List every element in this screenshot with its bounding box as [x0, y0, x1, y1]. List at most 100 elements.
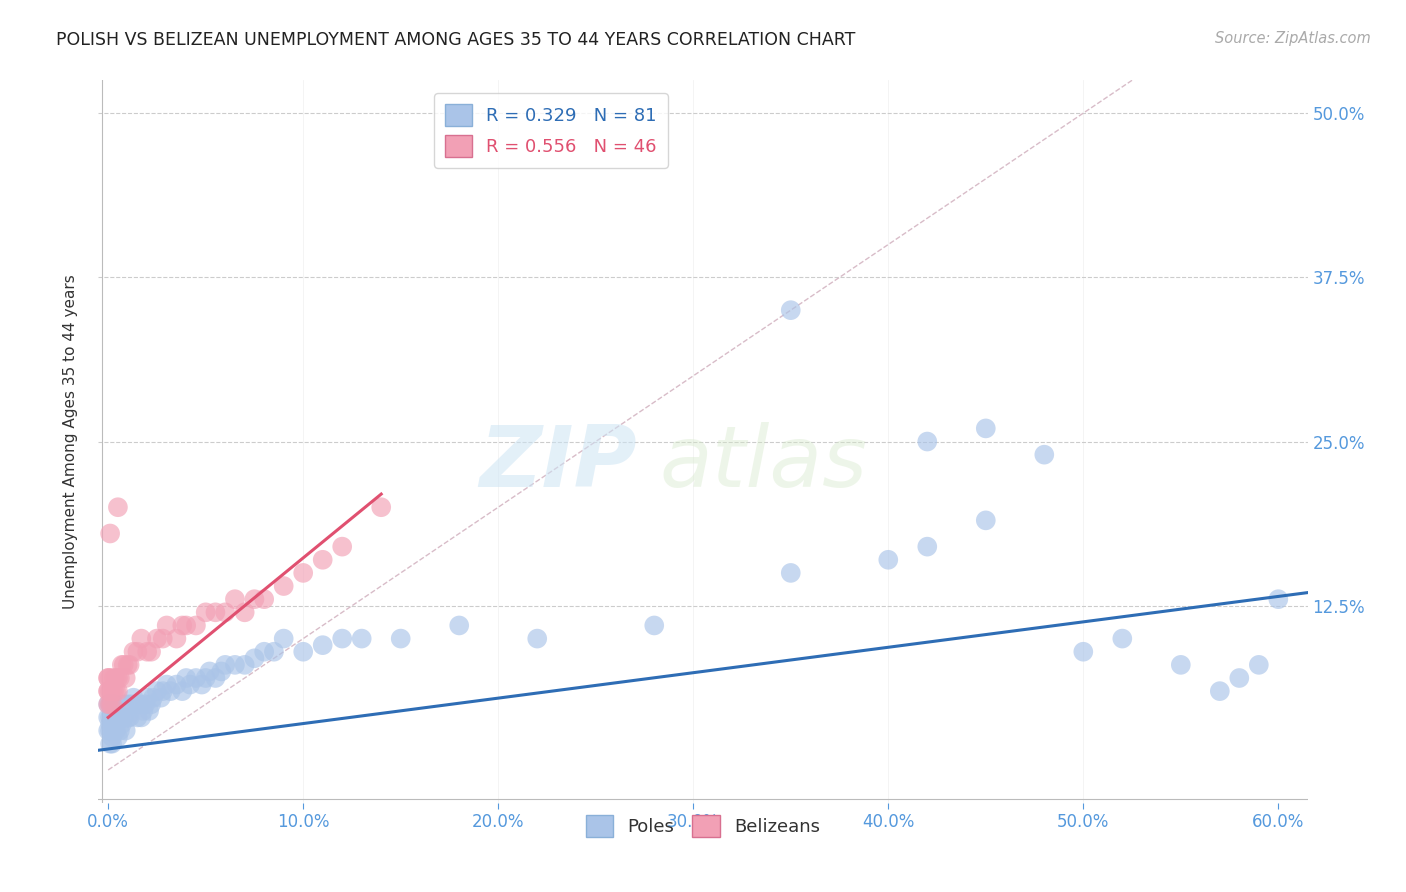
Point [165, 677, 187, 691]
Point [184, 618, 207, 632]
Point [117, 698, 139, 712]
Point [273, 632, 295, 646]
Point [214, 605, 236, 619]
Point [370, 500, 392, 515]
Point [191, 677, 214, 691]
Point [172, 618, 194, 632]
Point [138, 704, 160, 718]
Point [877, 553, 900, 567]
Point [114, 671, 136, 685]
Point [98, 684, 121, 698]
Point [194, 605, 217, 619]
Point [1227, 671, 1250, 685]
Point [98, 698, 121, 712]
Point [204, 671, 226, 685]
Point [224, 657, 246, 672]
Point [98, 723, 121, 738]
Point [974, 513, 997, 527]
Point [112, 710, 135, 724]
Point [127, 710, 149, 724]
Point [1170, 657, 1192, 672]
Point [312, 553, 335, 567]
Point [292, 566, 315, 580]
Point [350, 632, 373, 646]
Legend: Poles, Belizeans: Poles, Belizeans [579, 808, 827, 845]
Point [152, 684, 174, 698]
Point [643, 618, 665, 632]
Point [97, 710, 120, 724]
Point [97, 698, 120, 712]
Point [118, 710, 141, 724]
Point [114, 723, 136, 738]
Point [139, 698, 162, 712]
Point [142, 690, 165, 705]
Point [107, 671, 129, 685]
Point [779, 303, 801, 318]
Point [389, 632, 412, 646]
Point [118, 657, 141, 672]
Point [779, 566, 801, 580]
Point [1111, 632, 1133, 646]
Point [103, 717, 125, 731]
Point [179, 677, 201, 691]
Point [233, 605, 256, 619]
Point [273, 579, 295, 593]
Point [97, 671, 120, 685]
Point [214, 657, 236, 672]
Point [111, 717, 134, 731]
Point [98, 717, 121, 731]
Point [449, 618, 471, 632]
Point [103, 698, 125, 712]
Point [224, 592, 246, 607]
Point [104, 671, 127, 685]
Point [97, 671, 120, 685]
Point [159, 684, 181, 698]
Point [146, 684, 169, 698]
Point [1071, 645, 1094, 659]
Point [103, 684, 125, 698]
Point [108, 710, 131, 724]
Point [131, 710, 153, 724]
Point [156, 618, 179, 632]
Point [117, 710, 139, 724]
Point [104, 684, 127, 698]
Point [146, 632, 169, 646]
Point [101, 730, 124, 744]
Point [174, 671, 197, 685]
Point [165, 632, 187, 646]
Point [97, 684, 120, 698]
Point [112, 657, 135, 672]
Point [330, 632, 353, 646]
Point [253, 592, 276, 607]
Point [194, 671, 217, 685]
Point [101, 684, 124, 698]
Point [917, 540, 939, 554]
Point [136, 645, 159, 659]
Point [111, 657, 134, 672]
Point [243, 592, 266, 607]
Point [107, 684, 129, 698]
Point [127, 645, 149, 659]
Point [128, 698, 150, 712]
Point [98, 710, 121, 724]
Point [917, 434, 939, 449]
Point [112, 698, 135, 712]
Point [97, 684, 120, 698]
Point [101, 737, 124, 751]
Point [117, 657, 139, 672]
Point [101, 723, 124, 738]
Point [103, 671, 125, 685]
Point [134, 698, 156, 712]
Point [172, 684, 194, 698]
Point [98, 737, 121, 751]
Point [101, 710, 124, 724]
Text: ZIP: ZIP [479, 422, 637, 505]
Point [107, 730, 129, 744]
Point [122, 690, 145, 705]
Point [122, 645, 145, 659]
Point [1267, 592, 1289, 607]
Point [104, 710, 127, 724]
Point [209, 665, 232, 679]
Point [263, 645, 285, 659]
Point [174, 618, 197, 632]
